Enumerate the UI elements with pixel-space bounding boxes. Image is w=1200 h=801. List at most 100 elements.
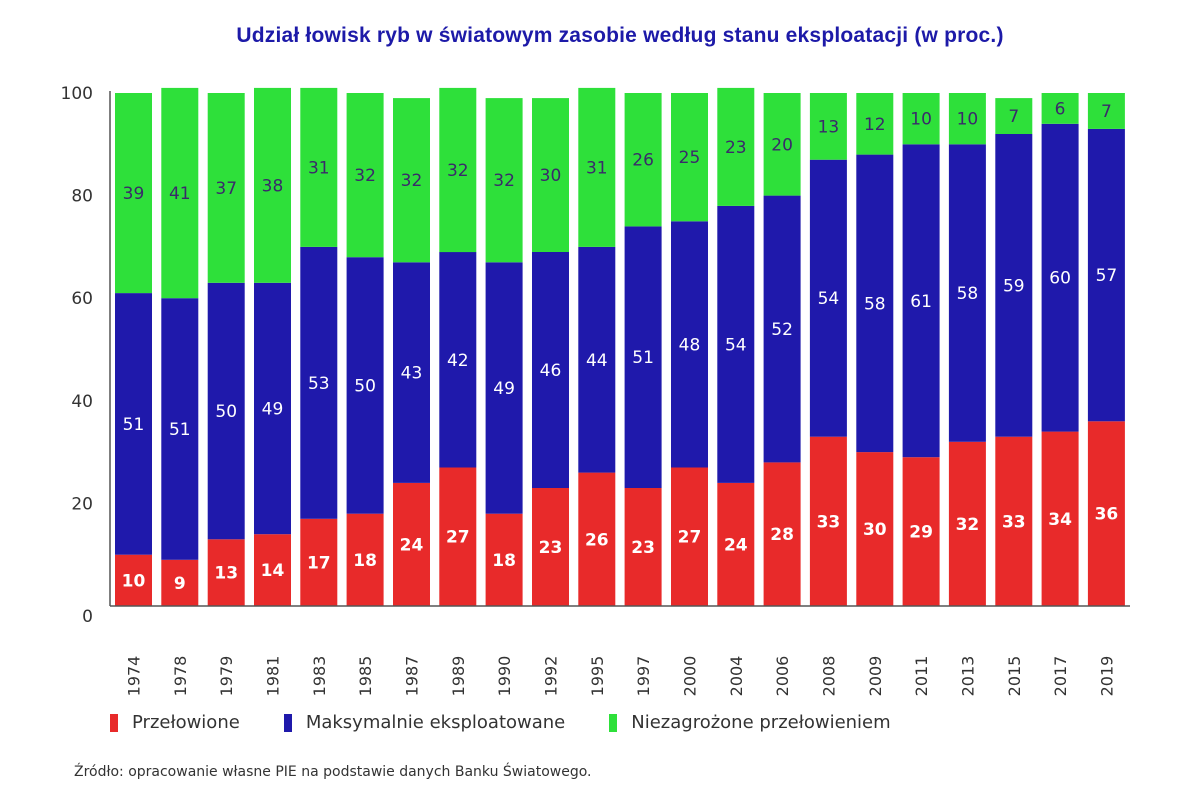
- legend-item-not-threatened: Niezagrożone przełowieniem: [609, 712, 891, 733]
- value-label: 9: [174, 574, 186, 594]
- bar-segment-2006-2: [763, 93, 801, 196]
- value-label: 6: [1055, 99, 1066, 119]
- value-labels-layer: 10 51 39 9 51 41 13 50 37 14 49 38 17 53 31 18 50 32 24 43 3…: [122, 99, 1119, 594]
- legend-item-overfished: Przełowione: [110, 712, 240, 733]
- value-label: 61: [910, 292, 932, 312]
- bar-segment-1985-0: [346, 513, 384, 606]
- value-label: 10: [122, 571, 146, 591]
- bar-segment-2006-1: [763, 195, 801, 463]
- value-label: 50: [354, 376, 376, 396]
- x-tick-label: 1995: [588, 656, 607, 697]
- bar-segment-2017-2: [1041, 93, 1079, 124]
- bar-segment-1990-0: [485, 513, 523, 606]
- bar-segment-1978-1: [161, 298, 199, 560]
- value-label: 43: [401, 364, 423, 384]
- x-tick-label: 2008: [819, 656, 838, 697]
- x-tick-label: 1978: [171, 656, 190, 697]
- bar-segment-2015-1: [995, 134, 1033, 437]
- value-label: 44: [586, 351, 608, 371]
- bar-segment-1974-1: [115, 293, 152, 555]
- bars-layer: [115, 87, 1125, 606]
- x-tick-label: 1992: [542, 656, 561, 697]
- x-tick-label: 1990: [495, 656, 514, 697]
- legend-label: Przełowione: [132, 712, 240, 733]
- legend-swatch-blue: [283, 713, 292, 732]
- x-tick-label: 2006: [773, 656, 792, 697]
- bar-segment-1997-1: [624, 226, 662, 488]
- bar-segment-2008-1: [809, 159, 847, 437]
- bar-segment-2006-0: [763, 462, 801, 606]
- value-label: 37: [215, 179, 237, 199]
- bar-segment-1992-1: [532, 252, 569, 488]
- value-label: 32: [354, 166, 376, 186]
- bar-segment-1981-1: [254, 282, 291, 535]
- x-tick-label: 2015: [1005, 656, 1024, 697]
- value-label: 23: [725, 138, 747, 158]
- source-note: Źródło: opracowanie własne PIE na podsta…: [74, 764, 592, 780]
- bar-segment-2009-0: [856, 452, 894, 606]
- value-label: 10: [910, 110, 932, 130]
- bar-segment-1981-2: [254, 87, 291, 283]
- value-label: 58: [957, 284, 979, 304]
- bar-segment-2004-2: [717, 87, 755, 206]
- x-tick-label: 2011: [912, 656, 931, 697]
- value-label: 50: [215, 402, 237, 422]
- bar-segment-2011-1: [902, 144, 940, 458]
- value-label: 49: [262, 400, 284, 420]
- bar-segment-2017-0: [1041, 431, 1079, 606]
- value-label: 17: [307, 553, 331, 573]
- bar-segment-1990-1: [485, 262, 523, 514]
- bar-segment-1992-0: [532, 488, 569, 606]
- chart-title: Udział łowisk ryb w światowym zasobie we…: [236, 24, 1004, 47]
- bar-segment-1985-1: [346, 257, 384, 514]
- value-label: 48: [679, 335, 701, 355]
- bar-segment-2017-1: [1041, 123, 1079, 432]
- x-tick-label: 1981: [264, 656, 283, 697]
- bar-segment-1979-0: [207, 539, 245, 606]
- bar-segment-2000-2: [671, 93, 708, 222]
- value-label: 30: [540, 166, 562, 186]
- bar-segment-1989-2: [439, 87, 477, 253]
- value-label: 27: [446, 528, 470, 548]
- x-tick-label: 2000: [681, 656, 700, 697]
- value-label: 33: [817, 512, 841, 532]
- value-label: 54: [818, 289, 840, 309]
- x-tick-label: 1985: [356, 656, 375, 697]
- value-label: 60: [1049, 269, 1071, 289]
- x-tick-label: 2017: [1051, 656, 1070, 697]
- bar-segment-1981-0: [254, 534, 291, 606]
- bar-segment-2000-1: [671, 221, 708, 468]
- value-label: 38: [262, 176, 284, 196]
- y-tick-label: 0: [82, 607, 93, 627]
- bar-segment-2019-0: [1087, 421, 1125, 606]
- value-label: 26: [585, 530, 609, 550]
- bar-segment-1987-2: [393, 98, 430, 263]
- value-label: 32: [447, 161, 469, 181]
- x-tick-label: 1997: [634, 656, 653, 697]
- value-label: 58: [864, 294, 886, 314]
- legend: Przełowione Maksymalnie eksploatowane Ni…: [110, 712, 935, 733]
- value-label: 51: [632, 348, 654, 368]
- bar-segment-2019-1: [1087, 128, 1125, 422]
- x-tick-label: 1987: [403, 656, 422, 697]
- value-label: 10: [957, 110, 979, 130]
- x-tick-label: 1983: [310, 656, 329, 697]
- bar-segment-1983-2: [300, 87, 338, 247]
- bar-segment-1985-2: [346, 93, 384, 258]
- value-label: 29: [909, 523, 933, 543]
- bar-segment-1978-2: [161, 87, 199, 299]
- value-label: 54: [725, 335, 747, 355]
- bar-segment-2013-2: [948, 93, 986, 145]
- x-tick-label: 1979: [217, 656, 236, 697]
- y-tick-label: 100: [61, 84, 93, 104]
- bar-segment-1979-1: [207, 282, 245, 540]
- value-label: 23: [631, 538, 655, 558]
- value-label: 7: [1101, 102, 1112, 122]
- bar-segment-1995-1: [578, 246, 616, 473]
- value-label: 12: [864, 115, 886, 135]
- value-label: 49: [493, 379, 515, 399]
- value-label: 34: [1048, 510, 1072, 530]
- value-label: 26: [632, 151, 654, 171]
- bar-segment-2013-1: [948, 144, 986, 442]
